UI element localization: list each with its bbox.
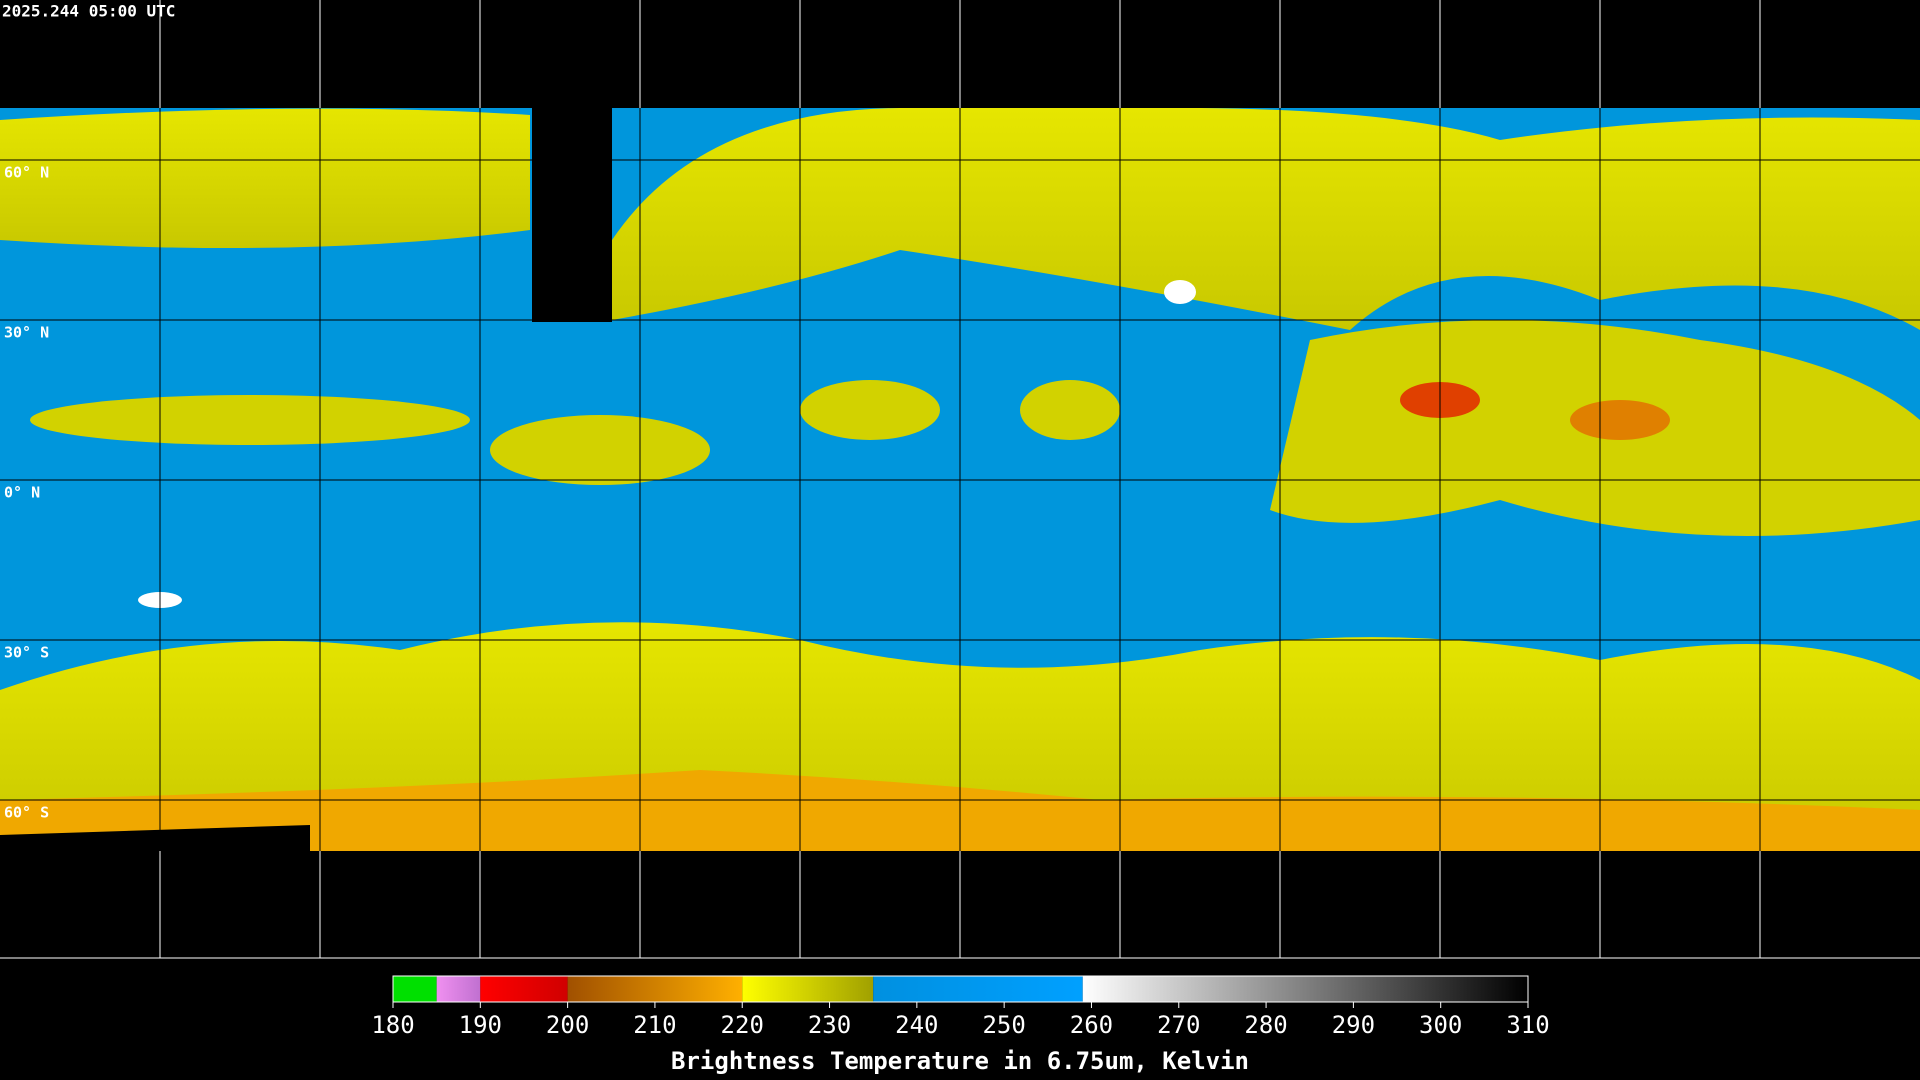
colorbar-tick-label: 200 <box>546 1011 589 1039</box>
cloud-band <box>612 108 1920 330</box>
data-gap <box>0 825 310 851</box>
colorbar-tick-label: 290 <box>1332 1011 1375 1039</box>
colorbar-tick-label: 190 <box>459 1011 502 1039</box>
graticule <box>0 0 1920 959</box>
latitude-label: 30° S <box>4 644 49 662</box>
colorbar-segment <box>873 976 1083 1002</box>
colorbar-tick-label: 240 <box>895 1011 938 1039</box>
cloud-band <box>0 108 530 248</box>
latitude-label: 60° S <box>4 804 49 822</box>
colorbar-tick-label: 310 <box>1506 1011 1549 1039</box>
cold-top <box>1570 400 1670 440</box>
colorbar-tick-label: 180 <box>371 1011 414 1039</box>
latitude-label: 0° N <box>4 484 40 502</box>
colorbar-tick-label: 230 <box>808 1011 851 1039</box>
colorbar-tick-label: 250 <box>982 1011 1025 1039</box>
colorbar: 180 190 200 210 220 230 240 250 260 270 280 290 300 3… <box>371 975 1550 1039</box>
colorbar-segment <box>480 976 568 1002</box>
colorbar-tick-label: 220 <box>721 1011 764 1039</box>
latitude-label: 30° N <box>4 324 49 342</box>
timestamp: 2025.244 05:00 UTC <box>2 2 175 21</box>
cloud-cluster <box>30 395 470 445</box>
cloud-cluster <box>1020 380 1120 440</box>
colorbar-tick-label: 270 <box>1157 1011 1200 1039</box>
warm-spot <box>1164 280 1196 304</box>
colorbar-tick-label: 260 <box>1070 1011 1113 1039</box>
colorbar-segment <box>1082 976 1528 1002</box>
colorbar-segment <box>436 976 481 1002</box>
colorbar-tick-label: 280 <box>1244 1011 1287 1039</box>
latitude-label: 60° N <box>4 164 49 182</box>
cloud-cluster <box>800 380 940 440</box>
data-gap <box>532 108 612 322</box>
colorbar-tick-label: 210 <box>633 1011 676 1039</box>
colorbar-title: Brightness Temperature in 6.75um, Kelvin <box>671 1047 1249 1075</box>
colorbar-segment <box>393 976 437 1002</box>
cloud-cluster <box>490 415 710 485</box>
colorbar-segment <box>742 976 874 1002</box>
colorbar-tick-label: 300 <box>1419 1011 1462 1039</box>
colorbar-segment <box>567 976 743 1002</box>
colorbar-frame <box>392 975 1529 1003</box>
